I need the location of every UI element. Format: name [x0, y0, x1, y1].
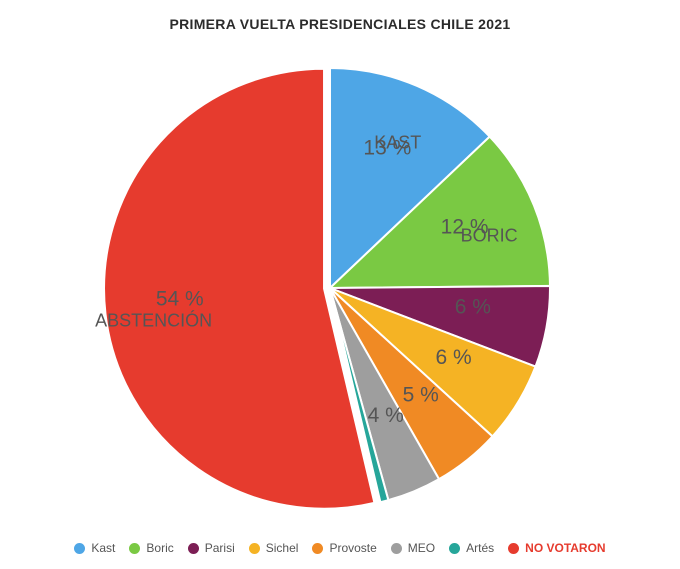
slice-name-kast: KAST [374, 132, 421, 152]
slice-pct-sichel: 6 % [435, 346, 471, 369]
pie-chart: 13 %KAST12 %BORIC6 %6 %5 %4 %54 %ABSTENC… [0, 0, 680, 525]
legend-swatch [312, 543, 323, 554]
legend-item: Provoste [312, 541, 376, 555]
legend-swatch [249, 543, 260, 554]
legend-item: Kast [74, 541, 115, 555]
slice-pct-meo: 4 % [368, 404, 404, 427]
legend-swatch [188, 543, 199, 554]
legend-swatch [391, 543, 402, 554]
legend-swatch [129, 543, 140, 554]
legend-swatch [74, 543, 85, 554]
legend-item: Sichel [249, 541, 299, 555]
legend-label: Sichel [266, 541, 299, 555]
legend-item: Parisi [188, 541, 235, 555]
legend-label: Boric [146, 541, 173, 555]
legend-label: Kast [91, 541, 115, 555]
slice-pct-provoste: 5 % [403, 383, 439, 406]
legend-item: NO VOTARON [508, 541, 605, 555]
legend-swatch [508, 543, 519, 554]
legend-swatch [449, 543, 460, 554]
slice-name-boric: BORIC [461, 226, 518, 246]
legend-item: Artés [449, 541, 494, 555]
legend-label: MEO [408, 541, 435, 555]
slice-name-abstencion: ABSTENCIÓN [95, 309, 212, 330]
slice-pct-parisi: 6 % [455, 296, 491, 319]
legend-item: MEO [391, 541, 435, 555]
legend-label: Artés [466, 541, 494, 555]
legend: Kast Boric Parisi Sichel Provoste MEO Artés NO … [20, 541, 660, 555]
legend-item: Boric [129, 541, 173, 555]
slice-pct-abstencion: 54 % [156, 287, 204, 310]
legend-label: Provoste [329, 541, 376, 555]
legend-label: NO VOTARON [525, 541, 605, 555]
legend-label: Parisi [205, 541, 235, 555]
